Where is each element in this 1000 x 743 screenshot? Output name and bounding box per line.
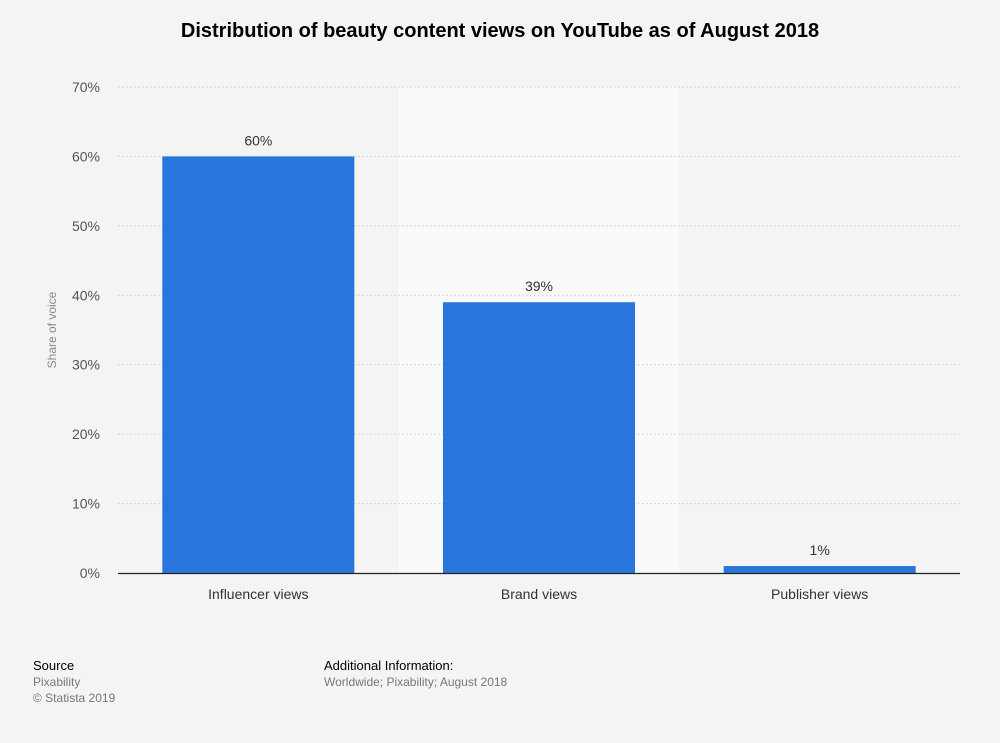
bar[interactable] (723, 566, 916, 573)
x-tick-label: Publisher views (771, 586, 868, 602)
y-axis-title: Share of voice (45, 291, 59, 368)
y-tick-label: 20% (72, 426, 100, 442)
y-tick-label: 60% (72, 148, 100, 164)
source-block: Source Pixability © Statista 2019 (33, 658, 115, 705)
copyright[interactable]: © Statista 2019 (33, 691, 116, 705)
bar[interactable] (443, 302, 635, 573)
y-tick-label: 70% (72, 79, 100, 95)
bar-chart: 0% 10% 20% 30% 40% 50% 60% 70% 60% Influencer vie… (45, 79, 960, 602)
y-tick-label: 10% (72, 496, 100, 512)
source-heading: Source (33, 658, 75, 673)
x-tick-label: Influencer views (208, 586, 308, 602)
x-tick-label: Brand views (501, 586, 577, 602)
y-tick-label: 40% (72, 287, 100, 303)
y-tick-label: 0% (80, 565, 100, 581)
source-name[interactable]: Pixability (33, 675, 81, 689)
y-tick-label: 30% (72, 357, 100, 373)
y-tick-label: 50% (72, 218, 100, 234)
chart-title: Distribution of beauty content views on … (180, 20, 820, 42)
additional-info-heading: Additional Information: (324, 658, 454, 673)
additional-info-block: Additional Information: Worldwide; Pixab… (324, 658, 507, 689)
additional-info-text: Worldwide; Pixability; August 2018 (324, 675, 508, 689)
bar[interactable] (162, 156, 355, 573)
data-label: 39% (525, 278, 553, 294)
data-label: 60% (244, 132, 272, 148)
data-label: 1% (810, 542, 830, 558)
